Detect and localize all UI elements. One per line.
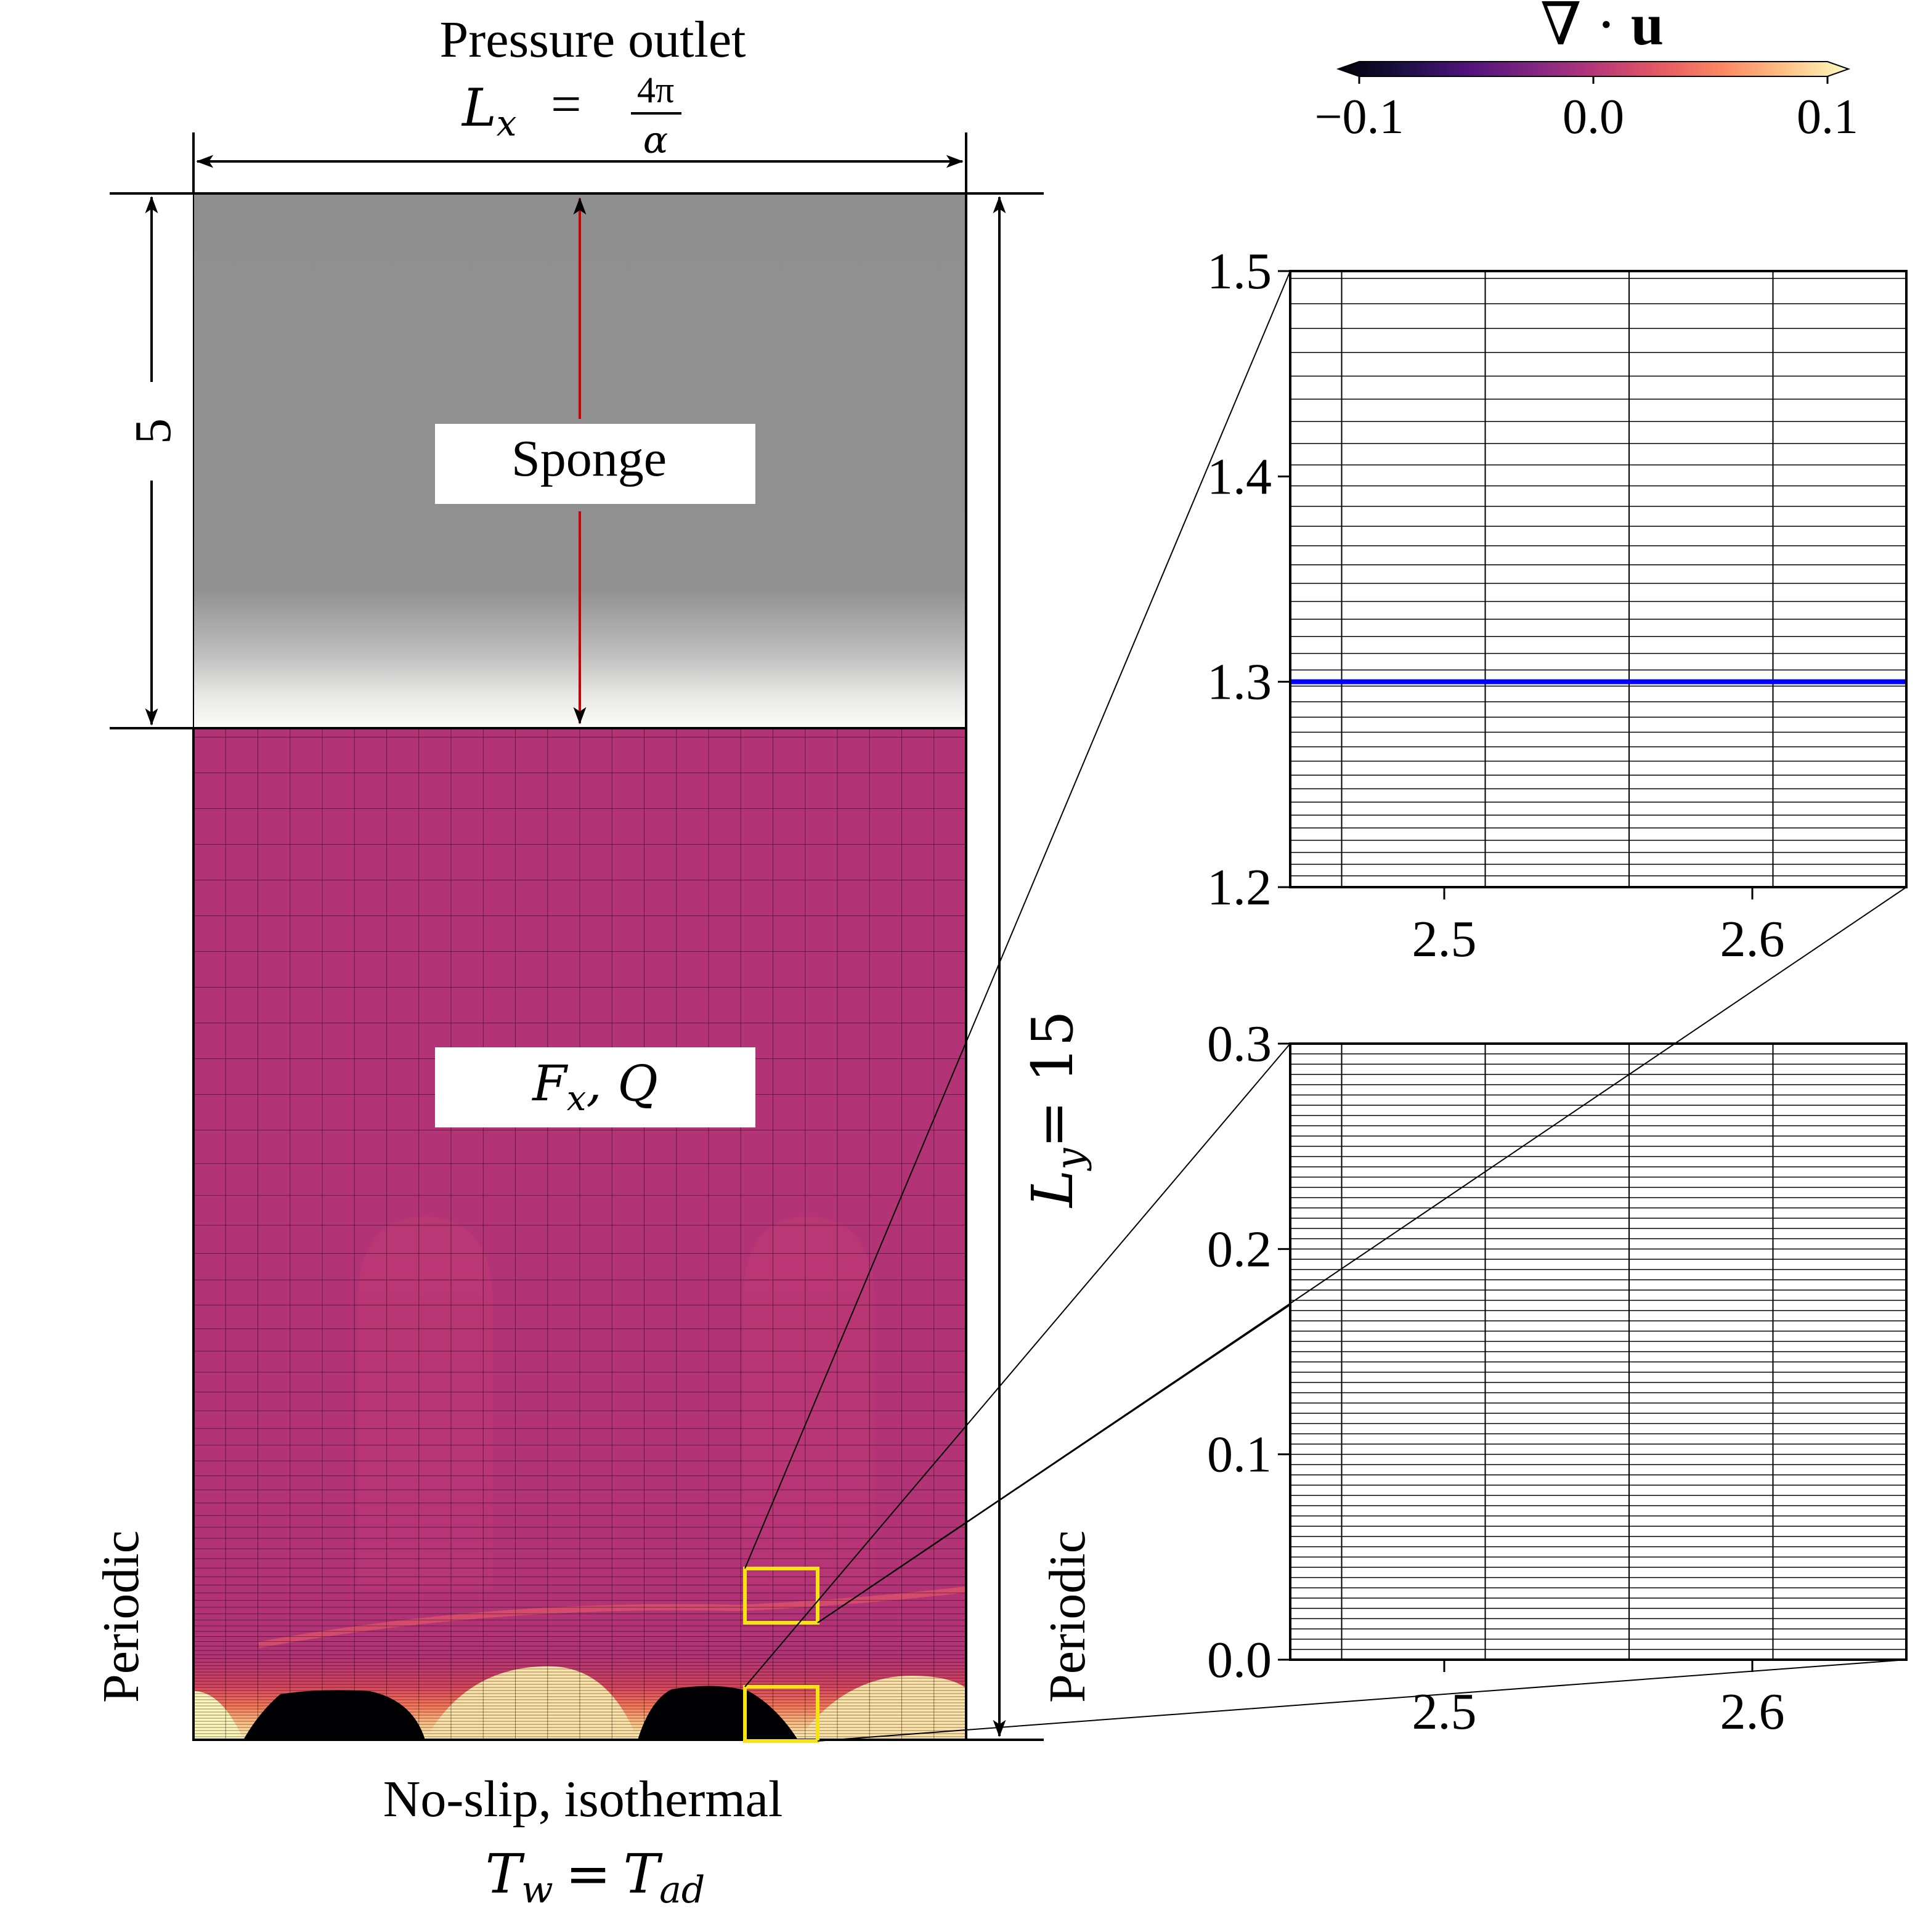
right-periodic-label: Periodic <box>1039 1530 1096 1703</box>
domain-height-label: Ly= 15 <box>1020 1010 1092 1209</box>
highlight-box-upper <box>743 1567 819 1625</box>
colorbar-tick-label: 0.1 <box>1797 90 1858 144</box>
dark-pocket-1 <box>243 1690 425 1740</box>
width-equation: Lx = 4π α <box>461 70 681 162</box>
wall-temperature-label: Tw = Tad <box>486 1842 705 1912</box>
zoom-connectors <box>744 270 1907 1742</box>
domain-field <box>192 727 967 1741</box>
x-tick-label: 2.5 <box>1412 1683 1477 1740</box>
dimension-lines <box>110 132 1044 1741</box>
zoom-panel-lower: 0.0 0.1 0.2 0.3 2.5 2.6 <box>1207 1015 1908 1740</box>
x-tick-label: 2.6 <box>1720 1683 1785 1740</box>
left-periodic-label: Periodic <box>92 1530 150 1703</box>
colorbar-tick-label: 0.0 <box>1563 90 1624 144</box>
y-tick-label: 1.2 <box>1207 859 1272 916</box>
svg-text:Lx: Lx <box>461 78 517 144</box>
colorbar-title: ∇ · u <box>1540 0 1664 57</box>
no-slip-label: No-slip, isothermal <box>383 1771 783 1828</box>
colorbar-tick-label: −0.1 <box>1314 90 1404 144</box>
zoom-panel-frame <box>1289 1042 1908 1661</box>
y-tick-label: 1.5 <box>1207 243 1272 300</box>
domain-mesh <box>193 728 966 1740</box>
forcing-label-box <box>435 1047 755 1127</box>
forcing-label: Fx, Q <box>531 1055 658 1119</box>
colorbar: ∇ · u −0.1 0.0 0.1 <box>1314 0 1858 144</box>
x-tick-label: 2.6 <box>1720 911 1785 968</box>
zoom-mesh <box>1290 271 1906 887</box>
y-tick-label: 0.2 <box>1207 1220 1272 1278</box>
x-tick-label: 2.5 <box>1412 911 1477 968</box>
sponge-label: Sponge <box>511 430 667 487</box>
dark-pocket-2 <box>638 1686 798 1740</box>
highlight-box-lower <box>743 1685 819 1743</box>
y-tick-label: 0.0 <box>1207 1631 1272 1689</box>
plume-right <box>742 1217 875 1589</box>
sponge-label-box <box>435 424 755 504</box>
y-tick-label: 1.4 <box>1207 448 1272 505</box>
svg-text:α: α <box>643 119 669 162</box>
sponge-height-label: 5 <box>124 418 182 444</box>
zoom-panel-background <box>1290 271 1906 887</box>
svg-text:4π: 4π <box>637 70 674 110</box>
colorbar-bar <box>1336 61 1851 77</box>
pressure-outlet-label: Pressure outlet <box>440 11 746 68</box>
y-tick-label: 1.3 <box>1207 654 1272 711</box>
zoom-mesh <box>1290 1044 1906 1660</box>
svg-text:=: = <box>551 75 582 134</box>
zoom-panel-frame <box>1289 270 1908 888</box>
y-tick-label: 0.1 <box>1207 1426 1272 1484</box>
y-tick-label: 0.3 <box>1207 1015 1272 1073</box>
plume-left <box>357 1217 493 1589</box>
zoom-panel-upper: 1.2 1.3 1.4 1.5 2.5 2.6 <box>1207 243 1908 968</box>
